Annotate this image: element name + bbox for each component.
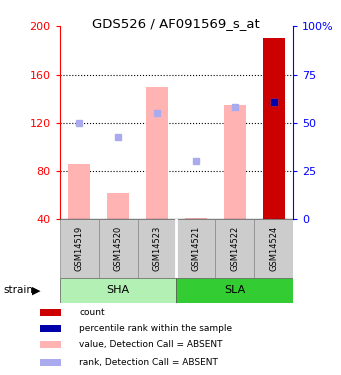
Text: value, Detection Call = ABSENT: value, Detection Call = ABSENT [79,340,223,350]
Text: SLA: SLA [224,285,246,295]
Bar [177,219,216,278]
Bar [263,38,284,219]
Bar [60,278,177,303]
Text: rank, Detection Call = ABSENT: rank, Detection Call = ABSENT [79,358,218,367]
Text: GSM14523: GSM14523 [152,226,162,271]
Text: ▶: ▶ [32,285,40,295]
Bar [177,278,293,303]
Bar [216,219,254,278]
Bar [185,218,207,219]
Bar [146,87,168,219]
Text: GSM14519: GSM14519 [75,226,84,271]
Text: GSM14522: GSM14522 [231,226,239,271]
Bar [40,341,61,348]
Bar [60,219,99,278]
Bar [40,309,61,316]
Bar [263,38,284,219]
Text: percentile rank within the sample: percentile rank within the sample [79,324,233,333]
Bar [254,219,293,278]
Text: SHA: SHA [106,285,130,295]
Bar [40,325,61,332]
Bar [69,164,90,219]
Text: strain: strain [3,285,33,295]
Text: count: count [79,308,105,317]
Bar [99,219,137,278]
Bar [137,219,177,278]
Bar [224,105,246,219]
Bar [107,193,129,219]
Text: GSM14521: GSM14521 [191,226,201,271]
Text: GDS526 / AF091569_s_at: GDS526 / AF091569_s_at [92,17,260,30]
Text: GSM14520: GSM14520 [114,226,122,271]
Bar [40,359,61,366]
Text: GSM14524: GSM14524 [269,226,278,271]
